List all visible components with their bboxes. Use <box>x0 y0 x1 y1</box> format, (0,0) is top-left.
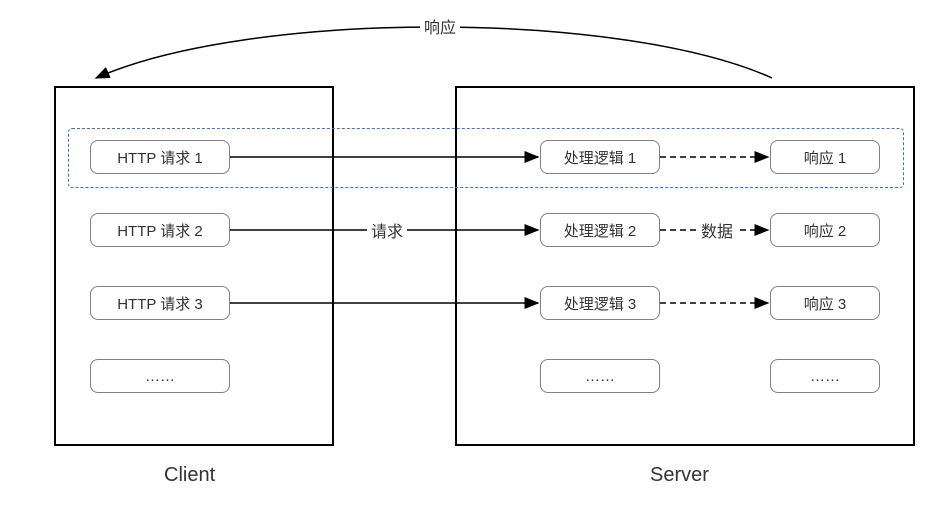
server-caption: Server <box>650 464 709 487</box>
request-node-0: HTTP 请求 1 <box>90 140 230 174</box>
request-node-1: HTTP 请求 2 <box>90 213 230 247</box>
response-node-1: 响应 2 <box>770 213 880 247</box>
response-node-3: …… <box>770 359 880 393</box>
data-arrow-label: 数据 <box>697 218 737 242</box>
response-node-0: 响应 1 <box>770 140 880 174</box>
logic-node-2: 处理逻辑 3 <box>540 286 660 320</box>
request-node-3: …… <box>90 359 230 393</box>
logic-node-1: 处理逻辑 2 <box>540 213 660 247</box>
request-node-2: HTTP 请求 3 <box>90 286 230 320</box>
response-arrow-label: 响应 <box>420 14 460 38</box>
response-node-2: 响应 3 <box>770 286 880 320</box>
client-caption: Client <box>164 464 215 487</box>
logic-node-3: …… <box>540 359 660 393</box>
logic-node-0: 处理逻辑 1 <box>540 140 660 174</box>
request-arrow-label: 请求 <box>367 218 407 242</box>
